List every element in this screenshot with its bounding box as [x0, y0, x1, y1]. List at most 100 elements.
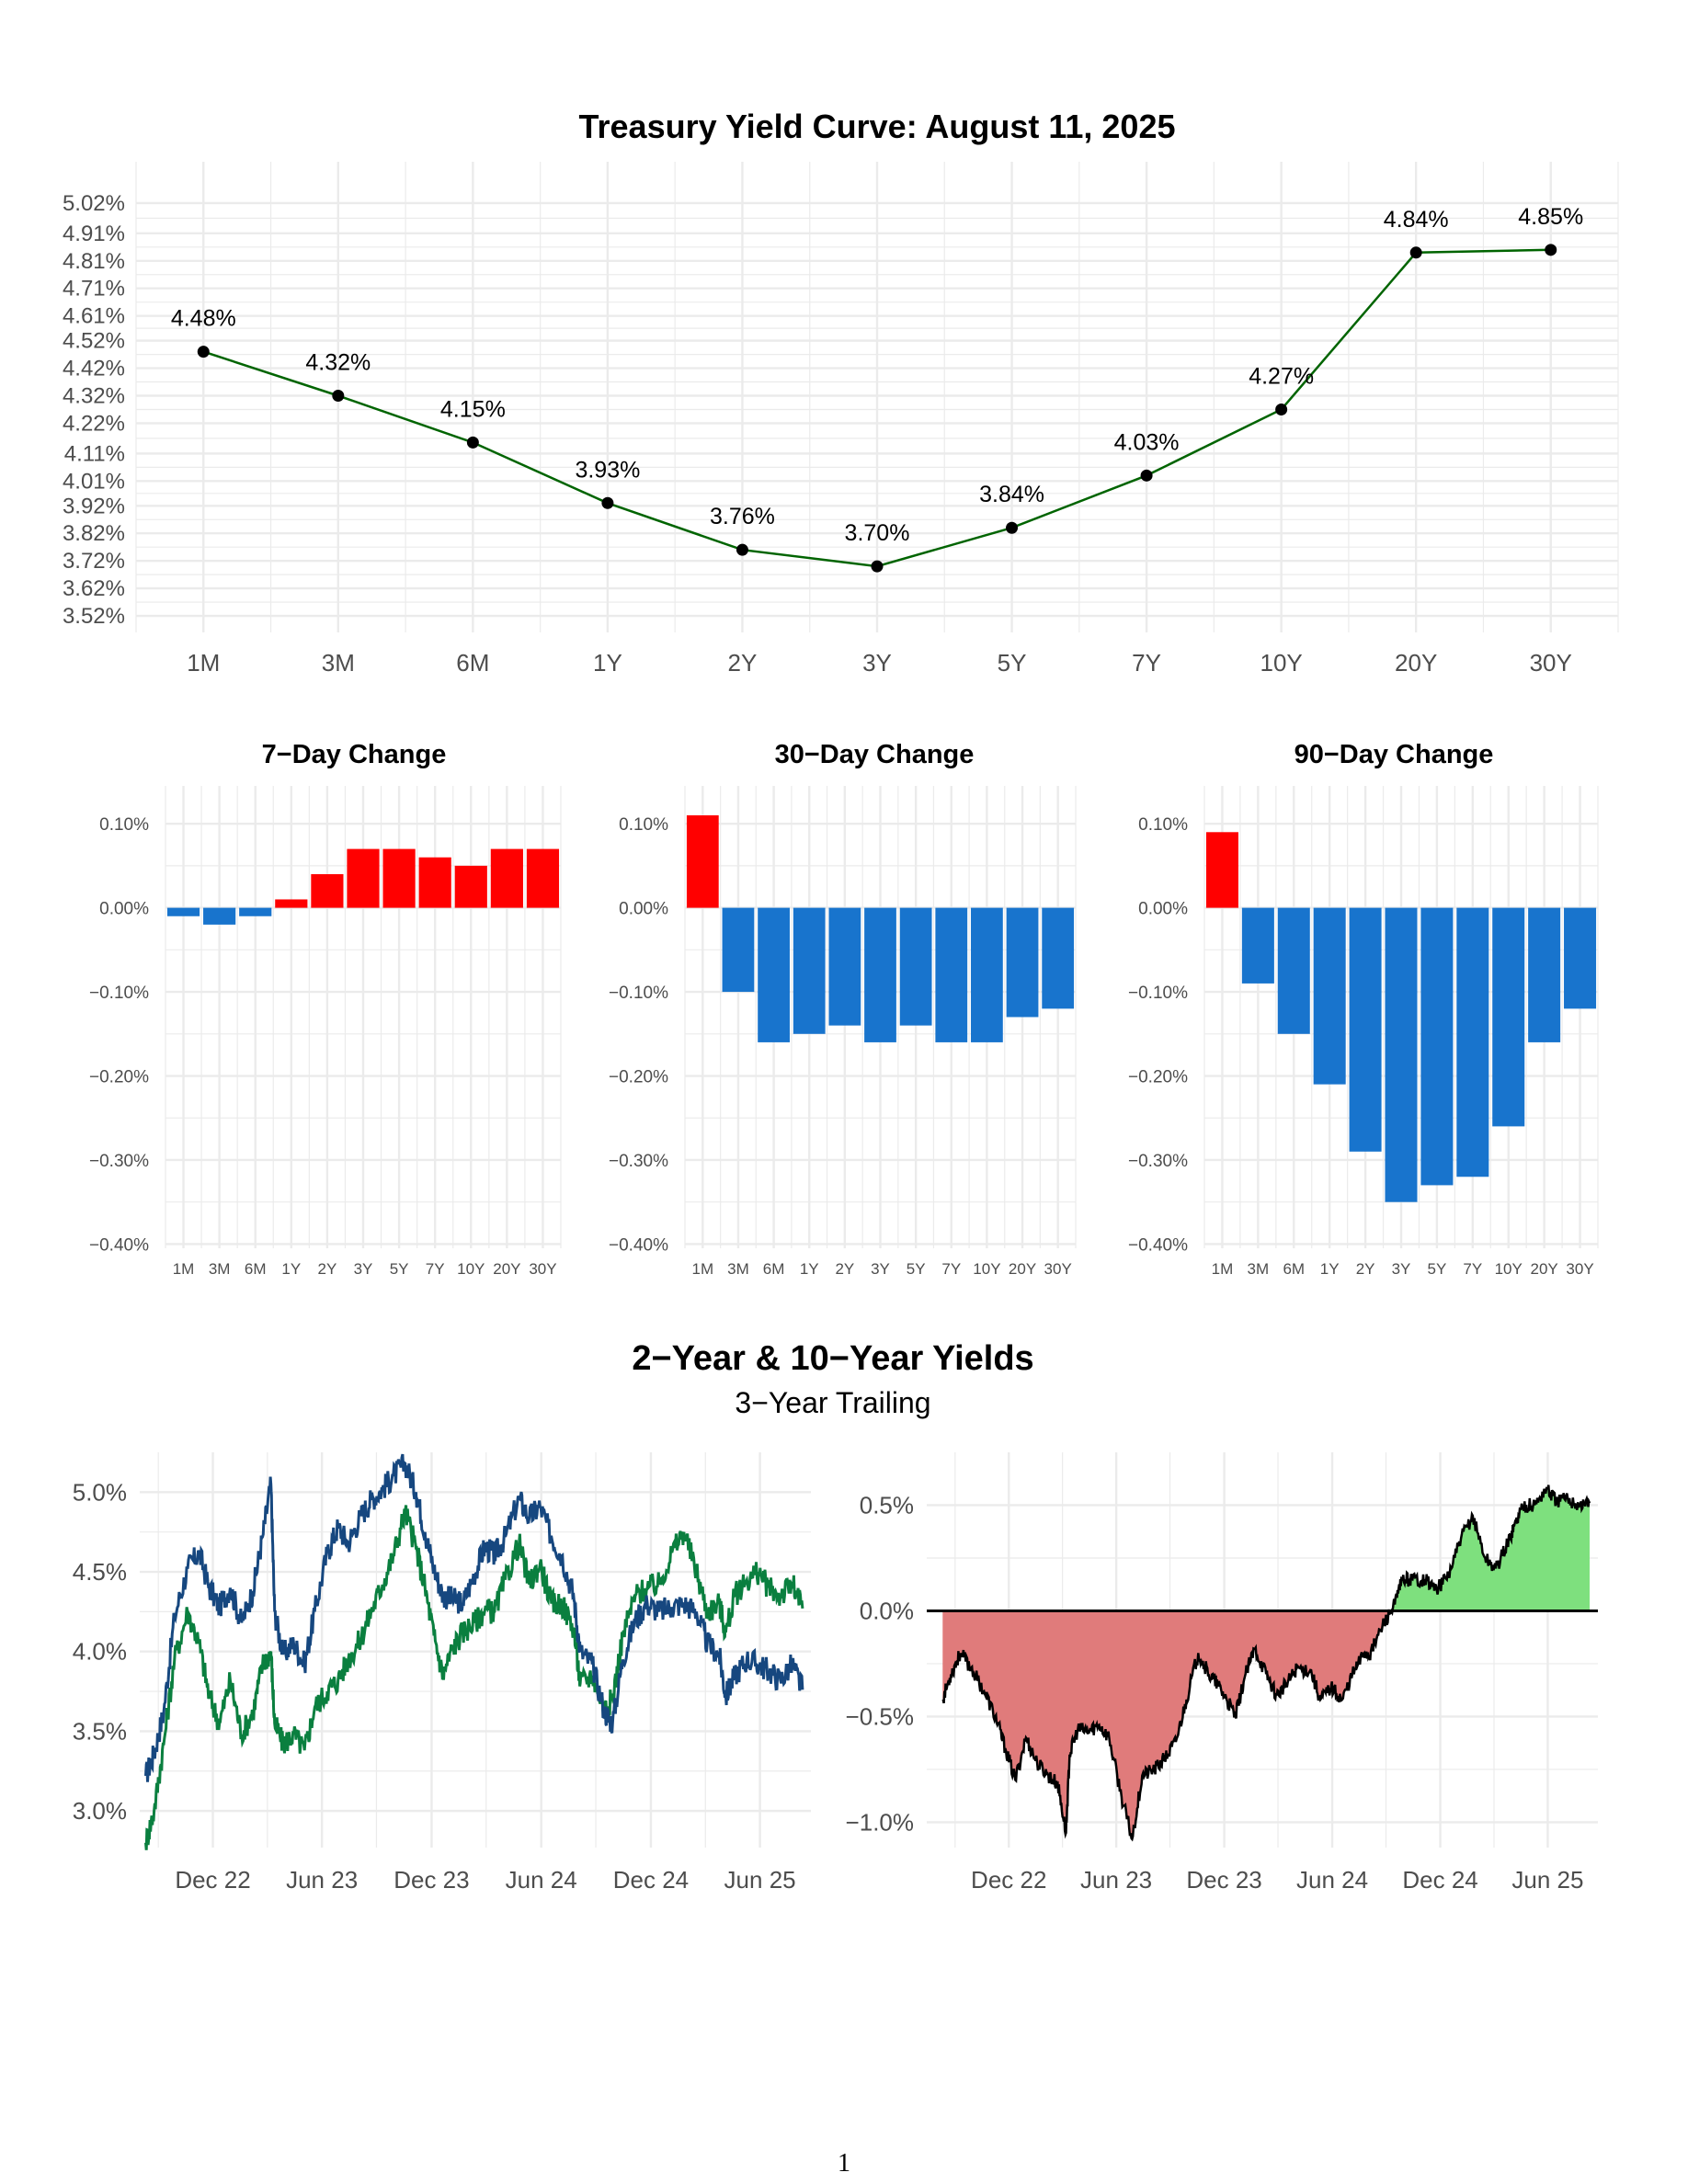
y-tick-label: 5.02% — [63, 191, 125, 216]
y-tick-label: −0.30% — [609, 1152, 668, 1171]
x-tick-label: Dec 24 — [1402, 1866, 1477, 1894]
data-label: 3.93% — [575, 457, 640, 483]
y-tick-label: 4.01% — [63, 469, 125, 494]
y-tick-label: −0.40% — [89, 1235, 149, 1255]
y-tick-label: 4.0% — [73, 1638, 127, 1666]
change-90d-y-axis: −0.40% −0.30% −0.20% −0.10% 0.00% 0.10% — [1128, 815, 1188, 1255]
bar-7y — [935, 907, 968, 1042]
data-label: 3.76% — [710, 504, 775, 529]
x-tick-label: 7Y — [1132, 649, 1161, 677]
bar-3m — [1241, 907, 1274, 984]
x-tick-label: 6M — [1283, 1260, 1305, 1278]
section-subtitle: 3−Year Trailing — [735, 1386, 930, 1419]
data-point — [871, 560, 884, 573]
x-tick-label: 10Y — [1260, 649, 1303, 677]
bar-1y — [793, 907, 826, 1034]
x-tick-label: 3M — [1248, 1260, 1270, 1278]
y-tick-label: 4.91% — [63, 222, 125, 246]
y-tick-label: −1.0% — [846, 1808, 914, 1836]
x-tick-label: Jun 25 — [724, 1866, 796, 1894]
y-tick-label: 3.52% — [63, 604, 125, 629]
y-tick-label: 3.5% — [73, 1717, 127, 1745]
x-tick-label: 3Y — [1392, 1260, 1411, 1278]
x-tick-label: 1M — [1212, 1260, 1234, 1278]
x-tick-label: 3Y — [862, 649, 892, 677]
x-tick-label: 30Y — [1044, 1260, 1072, 1278]
y-tick-label: 0.00% — [619, 900, 668, 919]
change-90d-chart: 90−Day Change −0.40% −0.30% −0.20% −0.10% 0.… — [1128, 740, 1599, 1278]
yield-curve-data-labels: 4.48% 4.32% 4.15% 3.93% 3.76% 3.70% 3.84% 4.03%… — [171, 204, 1583, 546]
y-tick-label: 3.0% — [73, 1797, 127, 1825]
x-tick-label: 3M — [209, 1260, 231, 1278]
bar-3y — [347, 848, 380, 908]
y-tick-label: −0.30% — [1128, 1152, 1188, 1171]
y-tick-label: 4.11% — [64, 441, 125, 466]
change-7d-y-axis: −0.40% −0.30% −0.20% −0.10% 0.00% 0.10% — [89, 815, 149, 1255]
yields-history-grid — [140, 1452, 811, 1848]
x-tick-label: 6M — [763, 1260, 785, 1278]
bar-3m — [722, 907, 755, 993]
x-tick-label: 2Y — [728, 649, 758, 677]
y-tick-label: −0.10% — [89, 984, 149, 1003]
x-tick-label: 7Y — [1463, 1260, 1482, 1278]
x-tick-label: Jun 24 — [1296, 1866, 1368, 1894]
x-tick-label: 5Y — [907, 1260, 926, 1278]
bar-10y — [1492, 907, 1525, 1127]
change-90d-bars — [1205, 832, 1597, 1202]
y-tick-label: 0.5% — [860, 1491, 914, 1519]
ten-year-yield-line — [144, 1505, 804, 1850]
y-tick-label: −0.20% — [609, 1068, 668, 1087]
x-tick-label: Dec 24 — [613, 1866, 689, 1894]
data-label: 4.85% — [1518, 204, 1583, 230]
data-label: 4.84% — [1384, 207, 1449, 233]
y-tick-label: 0.0% — [860, 1597, 914, 1624]
bar-5y — [899, 907, 932, 1026]
data-label: 4.48% — [171, 306, 236, 332]
x-tick-label: 30Y — [1566, 1260, 1593, 1278]
x-tick-label: 20Y — [1531, 1260, 1558, 1278]
x-tick-label: 5Y — [1428, 1260, 1447, 1278]
data-label: 4.03% — [1114, 429, 1180, 455]
bar-5y — [1420, 907, 1454, 1186]
y-tick-label: 3.72% — [63, 549, 125, 574]
y-tick-label: −0.5% — [846, 1702, 914, 1730]
spread-history-chart: −1.0% −0.5% 0.0% 0.5% Dec 22 Jun 23 Dec 23 Jun… — [846, 1452, 1598, 1894]
y-tick-label: −0.10% — [1128, 984, 1188, 1003]
y-tick-label: −0.30% — [89, 1152, 149, 1171]
x-tick-label: 1Y — [281, 1260, 301, 1278]
yield-curve-grid — [135, 162, 1619, 632]
y-tick-label: 4.22% — [63, 411, 125, 436]
change-7d-bars — [166, 848, 560, 925]
spread-negative-area — [942, 1610, 1590, 1839]
change-30d-title: 30−Day Change — [775, 740, 975, 769]
data-point — [332, 390, 345, 403]
bar-3y — [1385, 907, 1418, 1202]
x-tick-label: 1M — [173, 1260, 195, 1278]
data-point — [601, 496, 614, 509]
x-tick-label: Dec 23 — [393, 1866, 469, 1894]
x-tick-label: Jun 23 — [1080, 1866, 1152, 1894]
x-tick-label: 20Y — [493, 1260, 520, 1278]
x-tick-label: 1M — [187, 649, 220, 677]
y-tick-label: 4.52% — [63, 329, 125, 354]
change-7d-x-axis: 1M 3M 6M 1Y 2Y 3Y 5Y 7Y 10Y 20Y 30Y — [173, 1260, 557, 1278]
bar-6m — [1277, 907, 1310, 1034]
x-tick-label: 5Y — [390, 1260, 409, 1278]
change-30d-chart: 30−Day Change −0.40% −0.30% −0.20% −0.10% 0.… — [609, 740, 1077, 1278]
bar-2y — [311, 874, 344, 908]
x-tick-label: 7Y — [426, 1260, 445, 1278]
y-tick-label: 3.82% — [63, 521, 125, 546]
bar-6m — [239, 907, 272, 916]
x-tick-label: 1M — [692, 1260, 714, 1278]
bar-30y — [1042, 907, 1075, 1009]
x-tick-label: 2Y — [1356, 1260, 1375, 1278]
change-30d-x-axis: 1M 3M 6M 1Y 2Y 3Y 5Y 7Y 10Y 20Y 30Y — [692, 1260, 1072, 1278]
y-tick-label: 0.10% — [1138, 815, 1188, 835]
x-tick-label: 2Y — [835, 1260, 854, 1278]
data-point — [736, 543, 748, 556]
x-tick-label: 1Y — [1320, 1260, 1340, 1278]
y-tick-label: −0.20% — [89, 1068, 149, 1087]
x-tick-label: 2Y — [318, 1260, 337, 1278]
bar-20y — [1006, 907, 1039, 1018]
data-point — [466, 436, 479, 449]
